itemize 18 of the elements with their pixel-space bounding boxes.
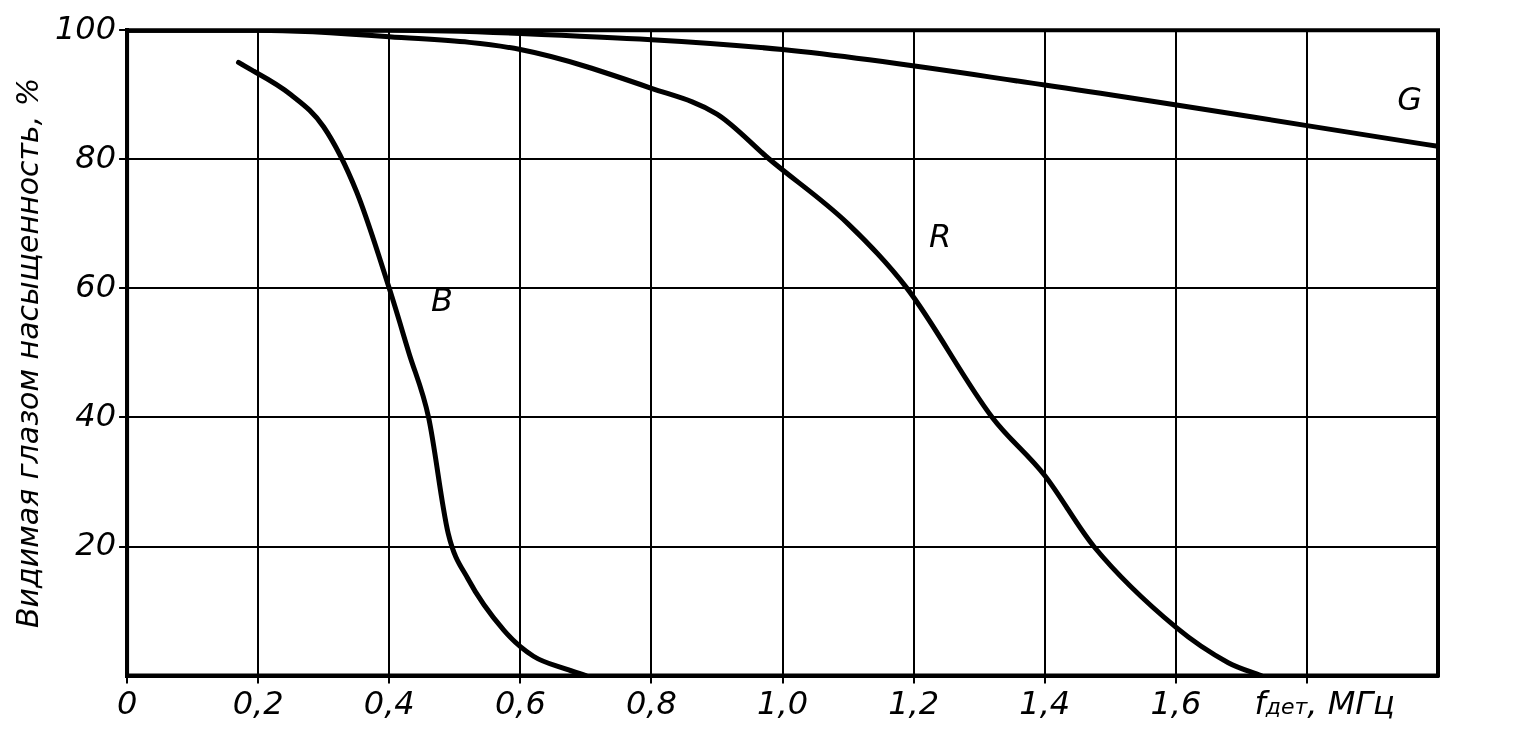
y-axis-title: Видимая глазом насыщенность, % (9, 77, 45, 629)
x-tick-label: 1,0 (757, 684, 808, 723)
series-label: R (929, 216, 952, 255)
x-tick-label: 0 (116, 684, 138, 723)
x-tick-label: 1,4 (1019, 684, 1071, 723)
x-tick-label: 0,2 (232, 684, 284, 723)
y-tick-label: 100 (55, 8, 117, 47)
x-tick-label: 1,6 (1150, 684, 1202, 723)
x-axis-title: fдет, МГц (1254, 683, 1395, 722)
x-tick-label: 0,4 (363, 684, 415, 723)
x-tick-label: 1,2 (888, 684, 940, 723)
y-tick-label: 60 (75, 266, 117, 305)
x-tick-label: 0,6 (494, 684, 546, 723)
y-tick-label: 20 (75, 524, 117, 563)
y-tick-label: 40 (75, 395, 117, 434)
x-tick-label: 0,8 (626, 684, 677, 723)
series-label: G (1397, 79, 1422, 118)
y-tick-label: 80 (75, 137, 117, 176)
